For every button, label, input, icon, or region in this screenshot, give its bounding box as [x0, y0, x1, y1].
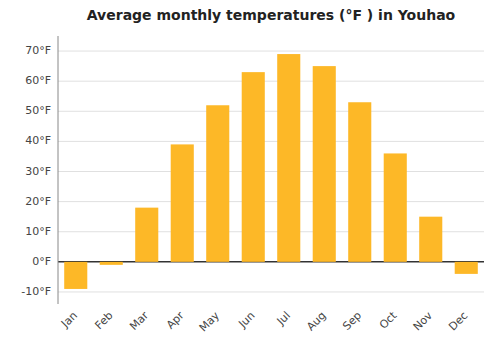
bar	[206, 105, 229, 262]
bar	[384, 153, 407, 261]
x-tick-label: Feb	[93, 309, 116, 332]
bar	[171, 144, 194, 261]
chart-title: Average monthly temperatures (°F ) in Yo…	[87, 7, 456, 23]
y-tick-label: 60°F	[25, 74, 51, 87]
y-tick-label: 30°F	[25, 165, 51, 178]
x-tick-label: Oct	[377, 309, 400, 332]
x-tick-label: Jun	[235, 309, 257, 331]
grid-line	[58, 201, 484, 202]
x-tick-label: Aug	[304, 309, 328, 333]
bar	[455, 262, 478, 274]
y-tick-label: 50°F	[25, 104, 51, 117]
x-tick-label: Apr	[164, 309, 187, 332]
y-tick-label: 0°F	[32, 255, 51, 268]
bar	[242, 72, 265, 262]
bar	[277, 54, 300, 262]
x-tick-label: May	[197, 309, 223, 335]
chart-container: Average monthly temperatures (°F ) in Yo…	[0, 0, 500, 350]
bar	[348, 102, 371, 262]
y-tick-label: 40°F	[25, 134, 51, 147]
x-tick-label: Mar	[127, 309, 151, 333]
grid-line	[58, 171, 484, 172]
grid-line	[58, 111, 484, 112]
chart-svg: Average monthly temperatures (°F ) in Yo…	[0, 0, 500, 350]
bars	[64, 54, 478, 289]
grid-line	[58, 81, 484, 82]
y-tick-label: 10°F	[25, 225, 51, 238]
bar	[419, 217, 442, 262]
bar	[100, 262, 123, 265]
bar	[135, 208, 158, 262]
x-tick-label: Nov	[411, 309, 436, 334]
x-tick-label: Jul	[274, 309, 293, 328]
bar	[313, 66, 336, 262]
y-axis-line	[58, 36, 59, 304]
grid-line	[58, 141, 484, 142]
page: {"chart_data": {"type": "bar", "title": …	[0, 0, 500, 350]
x-tick-label: Sep	[340, 309, 364, 333]
grid-line	[58, 51, 484, 52]
grid	[58, 51, 484, 292]
y-tick-label: 20°F	[25, 195, 51, 208]
bar	[64, 262, 87, 289]
x-tick-label: Jan	[58, 309, 80, 331]
grid-line	[58, 291, 484, 292]
x-tick-label: Dec	[446, 309, 470, 333]
y-tick-label: -10°F	[21, 285, 51, 298]
y-tick-label: 70°F	[25, 44, 51, 57]
